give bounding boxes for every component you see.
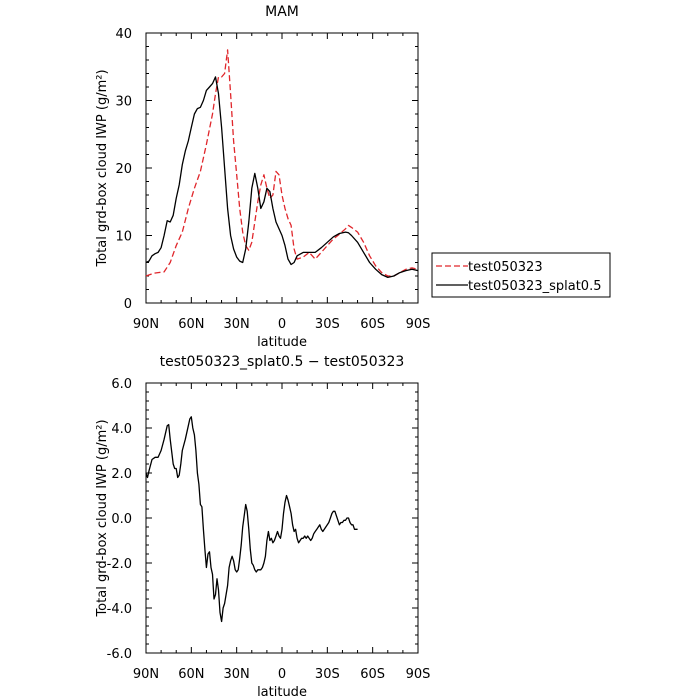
x-axis-label: latitude: [257, 335, 307, 350]
x-tick-label: 60N: [178, 667, 204, 682]
series-line-test050323-splat0-5: [145, 76, 419, 279]
x-tick-label: 90N: [133, 667, 159, 682]
y-axis-label: Total grd-box cloud IWP (g/m²): [95, 69, 110, 267]
y-tick-label: -6.0: [107, 647, 132, 662]
x-tick-label: 30N: [224, 317, 250, 332]
x-tick-label: 30S: [315, 317, 340, 332]
x-tick-label: 30N: [224, 667, 250, 682]
y-tick-label: 40: [115, 27, 132, 42]
y-tick-label: 4.0: [111, 422, 132, 437]
x-tick-label: 60S: [360, 317, 385, 332]
series-line-test050323: [145, 49, 419, 277]
x-axis-label: latitude: [257, 685, 307, 700]
y-tick-label: 0.0: [111, 512, 132, 527]
y-tick-label: 30: [115, 95, 132, 110]
y-tick-label: -2.0: [107, 557, 132, 572]
y-tick-label: 2.0: [111, 467, 132, 482]
chart-title: test050323_splat0.5 − test050323: [160, 354, 405, 370]
plot-frame: [145, 382, 419, 654]
y-tick-label: -4.0: [107, 602, 132, 617]
x-tick-label: 0: [278, 317, 286, 332]
y-tick-label: 10: [115, 230, 132, 245]
y-tick-label: 0: [124, 297, 132, 312]
series-line-difference: [145, 416, 358, 623]
x-tick-label: 90N: [133, 317, 159, 332]
y-axis-label: Total grd-box cloud IWP (g/m²): [95, 419, 110, 617]
x-tick-label: 60N: [178, 317, 204, 332]
legend-label: test050323: [468, 260, 543, 275]
chart-title: MAM: [265, 4, 299, 20]
x-tick-label: 0: [278, 667, 286, 682]
plot-frame: [145, 32, 419, 304]
x-tick-label: 90S: [406, 667, 431, 682]
y-tick-label: 6.0: [111, 377, 132, 392]
legend-box: [431, 252, 611, 298]
legend-label: test050323_splat0.5: [468, 279, 601, 294]
y-tick-label: 20: [115, 162, 132, 177]
x-tick-label: 60S: [360, 667, 385, 682]
x-tick-label: 90S: [406, 317, 431, 332]
x-tick-label: 30S: [315, 667, 340, 682]
